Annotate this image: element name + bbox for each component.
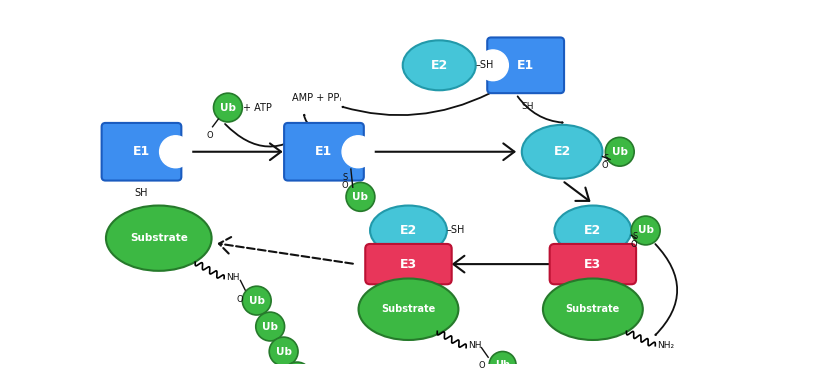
- Text: + ATP: + ATP: [244, 103, 272, 113]
- Text: NH: NH: [468, 341, 481, 350]
- Text: S: S: [343, 173, 348, 182]
- Circle shape: [242, 286, 271, 315]
- Text: Substrate: Substrate: [381, 304, 436, 314]
- FancyArrowPatch shape: [517, 96, 563, 123]
- Text: O: O: [478, 361, 485, 370]
- Text: NH₂: NH₂: [657, 341, 675, 350]
- Circle shape: [489, 351, 516, 378]
- FancyBboxPatch shape: [102, 123, 181, 180]
- Text: Ub: Ub: [638, 226, 654, 235]
- Text: O: O: [236, 295, 243, 304]
- Text: E2: E2: [400, 224, 417, 237]
- Ellipse shape: [522, 125, 602, 179]
- Text: Ub: Ub: [220, 103, 236, 113]
- FancyBboxPatch shape: [549, 244, 636, 284]
- FancyArrowPatch shape: [225, 124, 311, 147]
- Text: SH: SH: [522, 102, 533, 111]
- Text: Ub: Ub: [289, 371, 305, 379]
- Text: O: O: [601, 161, 608, 170]
- FancyBboxPatch shape: [487, 38, 564, 93]
- Text: E3: E3: [400, 258, 417, 271]
- Text: S: S: [603, 153, 609, 163]
- Circle shape: [342, 136, 374, 168]
- Text: E1: E1: [315, 145, 333, 158]
- Circle shape: [213, 93, 242, 122]
- Text: E3: E3: [585, 258, 601, 271]
- Text: Substrate: Substrate: [130, 233, 187, 243]
- Circle shape: [269, 337, 298, 366]
- Ellipse shape: [370, 205, 447, 255]
- Text: SH: SH: [134, 188, 148, 198]
- Text: E2: E2: [585, 224, 601, 237]
- Text: E1: E1: [517, 59, 534, 72]
- FancyBboxPatch shape: [365, 244, 452, 284]
- Ellipse shape: [402, 40, 475, 90]
- Text: Ub: Ub: [353, 192, 369, 202]
- Text: E2: E2: [431, 59, 448, 72]
- Text: O: O: [630, 240, 637, 249]
- Circle shape: [606, 137, 634, 166]
- FancyArrowPatch shape: [655, 244, 677, 335]
- Text: Ub: Ub: [262, 321, 278, 332]
- Circle shape: [632, 216, 660, 245]
- FancyBboxPatch shape: [284, 123, 364, 180]
- Text: Ub: Ub: [495, 360, 510, 370]
- Text: Ub: Ub: [249, 296, 265, 305]
- Text: O: O: [207, 131, 213, 139]
- Ellipse shape: [554, 205, 632, 255]
- Text: Ub: Ub: [612, 147, 627, 157]
- Text: –SH: –SH: [447, 226, 465, 235]
- FancyArrowPatch shape: [304, 115, 307, 123]
- Circle shape: [160, 136, 192, 168]
- Text: O: O: [342, 180, 349, 190]
- Circle shape: [346, 182, 375, 211]
- Ellipse shape: [106, 205, 212, 271]
- Ellipse shape: [359, 279, 459, 340]
- Text: Substrate: Substrate: [566, 304, 620, 314]
- Text: NH: NH: [226, 273, 239, 282]
- Circle shape: [255, 312, 285, 341]
- Ellipse shape: [543, 279, 643, 340]
- Circle shape: [283, 362, 312, 379]
- Text: E2: E2: [554, 145, 570, 158]
- FancyArrowPatch shape: [343, 94, 490, 115]
- Text: –SH: –SH: [475, 60, 494, 70]
- Text: E1: E1: [133, 145, 150, 158]
- Circle shape: [478, 50, 508, 81]
- Text: S: S: [633, 232, 638, 241]
- Text: Ub: Ub: [276, 346, 291, 357]
- Text: AMP + PPᵢ: AMP + PPᵢ: [291, 93, 341, 103]
